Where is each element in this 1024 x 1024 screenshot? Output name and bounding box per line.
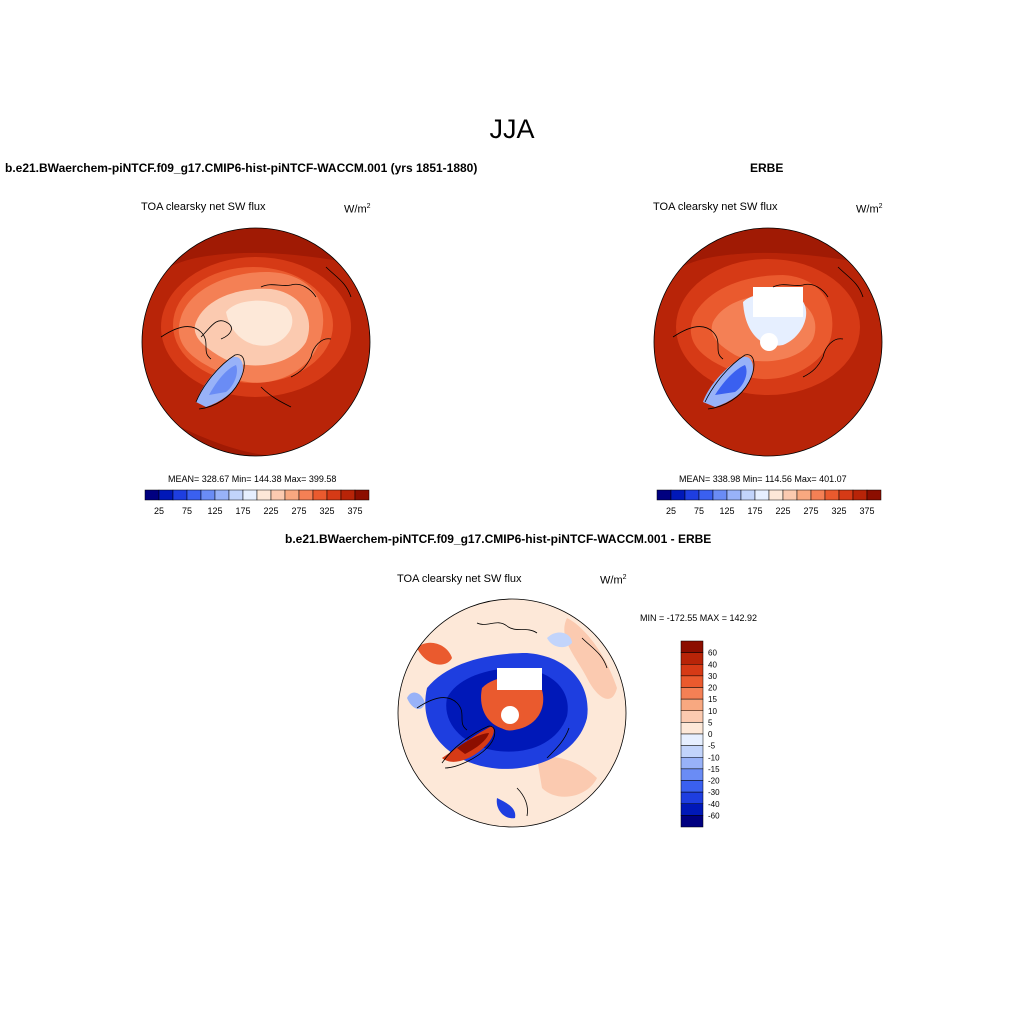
colorbar-panel-1: 25 75 125 175 225 275 325 375 [144,489,370,516]
colorbar-1-swatch [312,489,328,501]
colorbar-1-swatch [284,489,300,501]
colorbar-1-swatch [158,489,174,501]
panel-3-stats: MIN = -172.55 MAX = 142.92 [640,613,758,623]
colorbar-3-tick-label: -30 [708,788,720,797]
colorbar-2-swatch [810,489,826,501]
colorbar-2-swatch [712,489,728,501]
colorbar-3-swatch [680,780,704,793]
colorbar-3-tick-label: -40 [708,800,720,809]
colorbar-1-tick-label: 175 [235,506,250,516]
colorbar-3-swatch [680,698,704,711]
colorbar-2-swatch [670,489,686,501]
colorbar-3-tick-label: 30 [708,672,717,681]
panel-3-heading: b.e21.BWaerchem-piNTCF.f09_g17.CMIP6-his… [285,532,712,546]
colorbar-3-swatch [680,803,704,816]
colorbar-2-swatch [782,489,798,501]
colorbar-2-swatch [838,489,854,501]
colorbar-2-swatch [866,489,882,501]
colorbar-1-swatch [214,489,230,501]
colorbar-3-tick-label: 20 [708,684,717,693]
panel-1-heading: b.e21.BWaerchem-piNTCF.f09_g17.CMIP6-his… [5,161,478,175]
colorbar-1-swatch [144,489,160,501]
colorbar-3-tick-label: -10 [708,753,720,762]
colorbar-3-swatch [680,768,704,781]
colorbar-2-swatch [824,489,840,501]
colorbar-3-swatch [680,733,704,746]
colorbar-3-swatch [680,745,704,758]
colorbar-2-tick-label: 75 [694,506,704,516]
colorbar-1-tick-label: 125 [207,506,222,516]
map-panel-1 [141,227,371,457]
colorbar-3-swatch [680,675,704,688]
colorbar-3-swatch [680,722,704,735]
colorbar-2-tick-label: 275 [803,506,818,516]
colorbar-1-tick-label: 25 [154,506,164,516]
colorbar-1-tick-label: 325 [319,506,334,516]
colorbar-panel-3: 60 40 30 20 15 10 5 0 -5 -10 -15 -20 -30 -40 -60 [680,640,720,828]
colorbar-3-tick-label: 5 [708,718,713,727]
map-panel-2 [653,227,883,457]
colorbar-1-swatch [298,489,314,501]
panel-1-stats: MEAN= 328.67 Min= 144.38 Max= 399.58 [168,474,337,484]
colorbar-2-swatch [754,489,770,501]
colorbar-2-swatch [684,489,700,501]
colorbar-1-tick-label: 225 [263,506,278,516]
colorbar-3-tick-label: -15 [708,765,720,774]
panel-1-variable-label: TOA clearsky net SW flux [141,201,266,213]
colorbar-2-swatch [768,489,784,501]
colorbar-1-tick-label: 75 [182,506,192,516]
colorbar-2-swatch [852,489,868,501]
colorbar-1-swatch [340,489,356,501]
colorbar-3-tick-label: -5 [708,742,716,751]
colorbar-3-swatch [680,664,704,677]
colorbar-2-swatch [656,489,672,501]
colorbar-1-swatch [200,489,216,501]
colorbar-3-swatch [680,815,704,828]
colorbar-3-swatch [680,687,704,700]
colorbar-1-swatch [354,489,370,501]
colorbar-3-tick-label: -60 [708,811,720,820]
colorbar-2-tick-label: 325 [831,506,846,516]
colorbar-2-tick-label: 375 [859,506,874,516]
panel-3-units: W/m2 [600,574,627,587]
colorbar-1-swatch [242,489,258,501]
colorbar-1-swatch [256,489,272,501]
panel-2-stats: MEAN= 338.98 Min= 114.56 Max= 401.07 [679,474,847,484]
colorbar-3-swatch [680,640,704,653]
colorbar-2-tick-label: 125 [719,506,734,516]
colorbar-1-swatch [186,489,202,501]
colorbar-3-tick-label: 15 [708,695,717,704]
colorbar-1-swatch [326,489,342,501]
panel-2-units: W/m2 [856,203,883,216]
panel-3-variable-label: TOA clearsky net SW flux [397,573,522,585]
colorbar-2-swatch [726,489,742,501]
figure-title: JJA [489,114,535,144]
colorbar-3-swatch [680,710,704,723]
colorbar-3-tick-label: -20 [708,777,720,786]
colorbar-3-swatch [680,757,704,770]
colorbar-2-swatch [740,489,756,501]
colorbar-1-swatch [270,489,286,501]
colorbar-2-swatch [796,489,812,501]
colorbar-3-tick-label: 60 [708,649,717,658]
panel-2-heading: ERBE [750,161,784,175]
panel-2-variable-label: TOA clearsky net SW flux [653,201,778,213]
colorbar-3-swatch [680,791,704,804]
colorbar-2-tick-label: 175 [747,506,762,516]
map-panel-3 [397,598,627,828]
colorbar-panel-2: 25 75 125 175 225 275 325 375 [656,489,882,516]
colorbar-3-tick-label: 0 [708,730,713,739]
colorbar-3-swatch [680,652,704,665]
colorbar-3-tick-label: 10 [708,707,717,716]
colorbar-1-tick-label: 375 [347,506,362,516]
colorbar-3-tick-label: 40 [708,660,717,669]
colorbar-2-tick-label: 25 [666,506,676,516]
colorbar-1-tick-label: 275 [291,506,306,516]
colorbar-2-tick-label: 225 [775,506,790,516]
panel-1-units: W/m2 [344,203,371,216]
colorbar-1-swatch [228,489,244,501]
colorbar-2-swatch [698,489,714,501]
colorbar-1-swatch [172,489,188,501]
